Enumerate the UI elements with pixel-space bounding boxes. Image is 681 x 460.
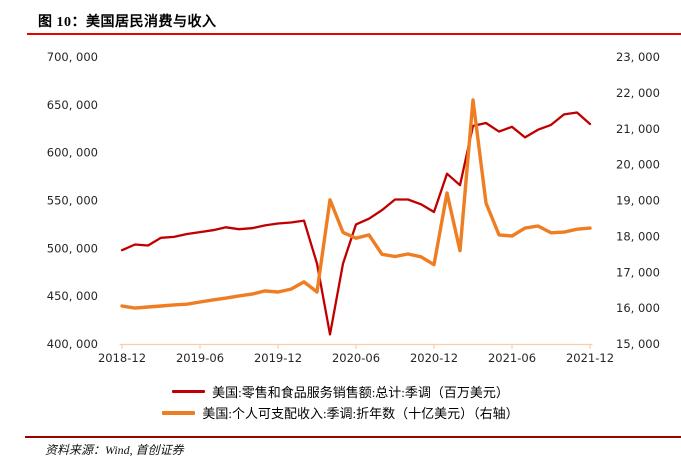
svg-text:2019-06: 2019-06: [176, 351, 224, 365]
income-series-swatch: [162, 410, 196, 415]
svg-text:2019-12: 2019-12: [254, 351, 302, 365]
chart-svg: 2018-12 2019-06 2019-12 2020-06 2020-12 2021-…: [47, 50, 660, 365]
source-text: 资料来源：Wind, 首创证券: [45, 443, 184, 457]
svg-text:450, 000: 450, 000: [47, 289, 98, 303]
income-series-label: 美国:个人可支配收入:季调:折年数（十亿美元）（右轴）: [202, 406, 519, 421]
svg-text:2020-12: 2020-12: [410, 351, 458, 365]
svg-text:17, 000: 17, 000: [616, 265, 660, 279]
svg-text:15, 000: 15, 000: [616, 337, 660, 351]
footer-rule: [25, 436, 681, 438]
retail-series-swatch: [172, 390, 206, 393]
chart-legend: 美国:零售和食品服务销售额:总计:季调（百万美元） 美国:个人可支配收入:季调:…: [0, 382, 681, 422]
legend-item-income: 美国:个人可支配收入:季调:折年数（十亿美元）（右轴）: [162, 403, 519, 422]
svg-text:2018-12: 2018-12: [98, 351, 146, 365]
svg-text:18, 000: 18, 000: [616, 229, 660, 243]
svg-text:700, 000: 700, 000: [47, 50, 98, 64]
svg-text:500, 000: 500, 000: [47, 241, 98, 255]
svg-text:16, 000: 16, 000: [616, 301, 660, 315]
svg-text:20, 000: 20, 000: [616, 158, 660, 172]
svg-text:2020-06: 2020-06: [332, 351, 380, 365]
svg-text:600, 000: 600, 000: [47, 146, 98, 160]
svg-text:22, 000: 22, 000: [616, 86, 660, 100]
figure-title: 图 10：美国居民消费与收入: [38, 15, 217, 30]
svg-text:2021-12: 2021-12: [566, 351, 614, 365]
svg-text:550, 000: 550, 000: [47, 194, 98, 208]
svg-text:19, 000: 19, 000: [616, 194, 660, 208]
svg-text:650, 000: 650, 000: [47, 98, 98, 112]
svg-text:2021-06: 2021-06: [488, 351, 536, 365]
svg-text:400, 000: 400, 000: [47, 337, 98, 351]
legend-item-retail: 美国:零售和食品服务销售额:总计:季调（百万美元）: [172, 382, 509, 401]
title-underline: [27, 33, 681, 35]
svg-text:23, 000: 23, 000: [616, 50, 660, 64]
retail-series-label: 美国:零售和食品服务销售额:总计:季调（百万美元）: [212, 385, 509, 400]
svg-text:21, 000: 21, 000: [616, 122, 660, 136]
